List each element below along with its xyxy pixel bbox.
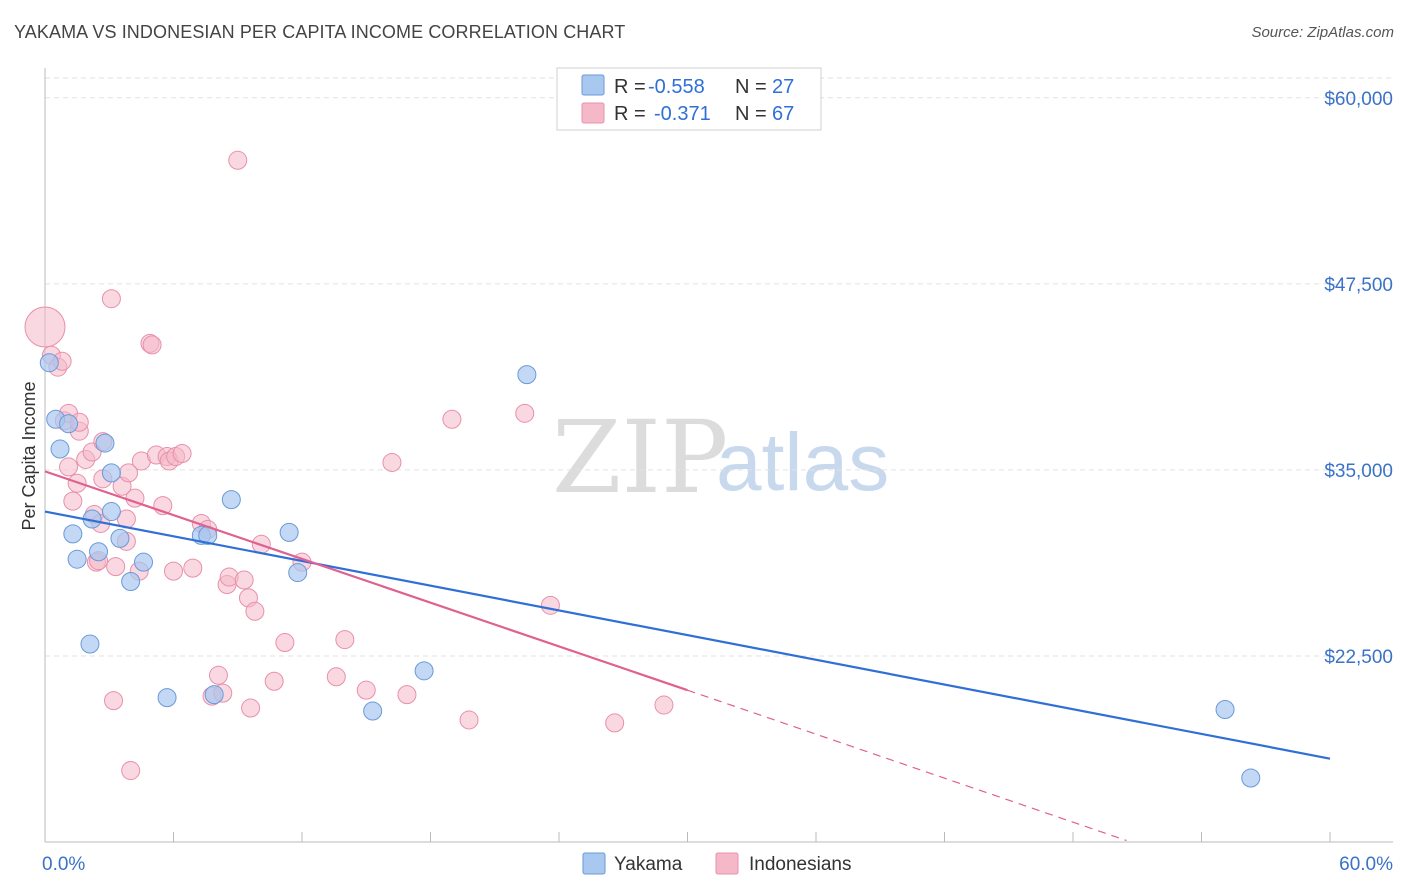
x-tick-label-max: 60.0% xyxy=(1339,854,1393,875)
yakama-trend-line xyxy=(44,510,1331,760)
yakama-point xyxy=(221,490,241,510)
indonesians-point xyxy=(515,403,535,423)
yakama-point xyxy=(50,439,70,459)
yakama-point xyxy=(279,522,299,542)
indonesians-point xyxy=(183,558,203,578)
yakama-point xyxy=(39,353,59,373)
indonesians-trend-extension xyxy=(687,689,1127,842)
correlation-legend: R = -0.558 N = 27 R = -0.371 N = 67 xyxy=(556,67,822,131)
indonesians-point xyxy=(605,713,625,733)
indonesians-point xyxy=(442,409,462,429)
bottom-legend-label-indonesians: Indonesians xyxy=(749,854,851,875)
indonesians-point xyxy=(540,595,560,615)
legend-r-label-1: R = xyxy=(614,76,646,98)
x-tick-label-min: 0.0% xyxy=(42,854,85,875)
yakama-points xyxy=(39,353,1261,788)
yakama-point xyxy=(157,688,177,708)
legend-r-value-1: -0.558 xyxy=(648,76,705,98)
indonesians-point xyxy=(356,680,376,700)
indonesians-point xyxy=(101,289,121,309)
watermark-zip: ZIP xyxy=(552,399,728,516)
indonesians-point xyxy=(172,444,192,464)
indonesians-point xyxy=(121,761,141,781)
indonesians-point xyxy=(326,667,346,687)
indonesians-point xyxy=(24,306,66,348)
indonesians-point xyxy=(245,601,265,621)
legend-n-label-2: N = xyxy=(735,103,767,125)
indonesians-trend-line xyxy=(44,470,688,692)
indonesians-point xyxy=(654,695,674,715)
yakama-point xyxy=(363,701,383,721)
yakama-point xyxy=(134,552,154,572)
indonesians-point xyxy=(208,665,228,685)
indonesians-point xyxy=(382,452,402,472)
y-tick-label: $35,000 xyxy=(1324,461,1393,482)
series-legend: Yakama Indonesians xyxy=(582,852,851,875)
indonesians-point xyxy=(63,491,83,511)
yakama-point xyxy=(517,365,537,385)
watermark-atlas: atlas xyxy=(716,417,889,508)
indonesians-point xyxy=(275,633,295,653)
indonesians-point xyxy=(459,710,479,730)
bottom-legend-swatch-yakama xyxy=(582,852,606,875)
y-tick-labels: $22,500 $35,000 $47,500 $60,000 xyxy=(1324,89,1393,668)
yakama-point xyxy=(110,528,130,548)
indonesians-point xyxy=(164,561,183,581)
indonesians-point xyxy=(397,685,417,705)
y-tick-label: $22,500 xyxy=(1324,647,1393,668)
yakama-point xyxy=(95,433,115,453)
indonesians-point xyxy=(234,570,254,590)
indonesians-point xyxy=(264,671,284,691)
legend-r-value-2: -0.371 xyxy=(654,103,711,125)
yakama-point xyxy=(1241,768,1261,788)
bottom-legend-swatch-indonesians xyxy=(715,852,739,875)
yakama-point xyxy=(80,634,100,654)
yakama-point xyxy=(1215,700,1235,720)
y-axis-title: Per Capita Income xyxy=(19,381,39,530)
yakama-point xyxy=(288,563,308,583)
indonesians-point xyxy=(335,630,355,650)
yakama-point xyxy=(67,549,87,569)
legend-n-value-2: 67 xyxy=(772,103,794,125)
legend-n-value-1: 27 xyxy=(772,76,794,98)
source-label: Source: ZipAtlas.com xyxy=(1251,24,1394,41)
legend-swatch-yakama xyxy=(581,74,605,96)
indonesians-point xyxy=(228,150,248,170)
indonesians-point xyxy=(241,698,261,718)
legend-n-label-1: N = xyxy=(735,76,767,98)
y-tick-label: $60,000 xyxy=(1324,89,1393,110)
yakama-point xyxy=(63,524,83,544)
chart-title: YAKAMA VS INDONESIAN PER CAPITA INCOME C… xyxy=(14,22,626,42)
x-tick-marks xyxy=(44,832,1331,842)
yakama-point xyxy=(121,572,141,592)
indonesians-point xyxy=(142,335,162,355)
bottom-legend-label-yakama: Yakama xyxy=(614,854,683,875)
trend-lines xyxy=(44,470,1331,842)
indonesians-point xyxy=(104,691,124,711)
grid-layer xyxy=(45,77,1393,657)
y-tick-label: $47,500 xyxy=(1324,275,1393,296)
yakama-point xyxy=(101,463,121,483)
legend-r-label-2: R = xyxy=(614,103,646,125)
yakama-point xyxy=(204,685,224,705)
yakama-point xyxy=(59,414,79,434)
yakama-point xyxy=(89,542,109,562)
yakama-point xyxy=(414,661,434,681)
yakama-point xyxy=(101,502,121,522)
watermark: ZIP atlas xyxy=(552,399,889,516)
legend-swatch-indonesians xyxy=(581,102,605,124)
indonesians-point xyxy=(106,557,126,577)
indonesians-point xyxy=(59,457,79,477)
